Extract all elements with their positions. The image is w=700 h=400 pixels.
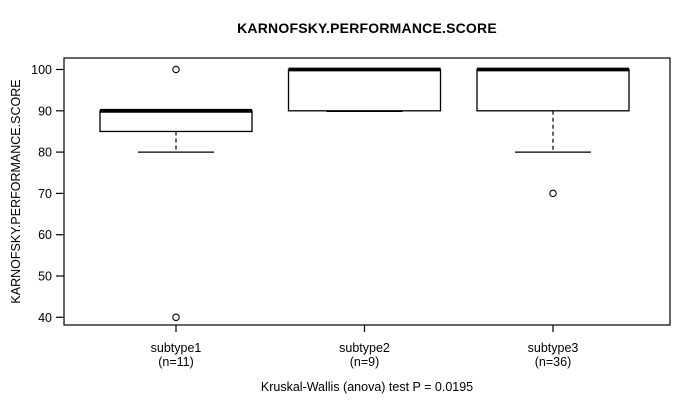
outlier-subtype1-100: [172, 65, 180, 74]
chart-title: KARNOFSKY.PERFORMANCE.SCORE: [237, 20, 497, 36]
outlier-subtype3-70: [549, 189, 557, 198]
x-category-label-subtype2: subtype2: [339, 341, 390, 355]
y-tick-label-40: 40: [38, 311, 52, 325]
x-category-n-subtype2: (n=9): [350, 355, 380, 369]
y-tick-label-100: 100: [31, 63, 52, 77]
outlier-subtype1-40: [172, 313, 180, 322]
y-tick-label-80: 80: [38, 146, 52, 160]
plot-frame: [63, 57, 671, 326]
y-tick-label-70: 70: [38, 187, 52, 201]
x-category-n-subtype3: (n=36): [535, 355, 571, 369]
y-tick-label-90: 90: [38, 104, 52, 118]
box-subtype1: [99, 110, 253, 133]
stat-test-annotation: Kruskal-Wallis (anova) test P = 0.0195: [260, 380, 474, 394]
x-category-label-subtype3: subtype3: [528, 341, 579, 355]
x-category-label-subtype1: subtype1: [151, 341, 202, 355]
y-axis-title: KARNOFSKY.PERFORMANCE.SCORE: [9, 79, 23, 303]
box-subtype3: [476, 68, 630, 112]
y-tick-label-50: 50: [38, 270, 52, 284]
x-category-n-subtype1: (n=11): [158, 355, 194, 369]
box-subtype2: [287, 68, 442, 112]
y-tick-label-60: 60: [38, 228, 52, 242]
